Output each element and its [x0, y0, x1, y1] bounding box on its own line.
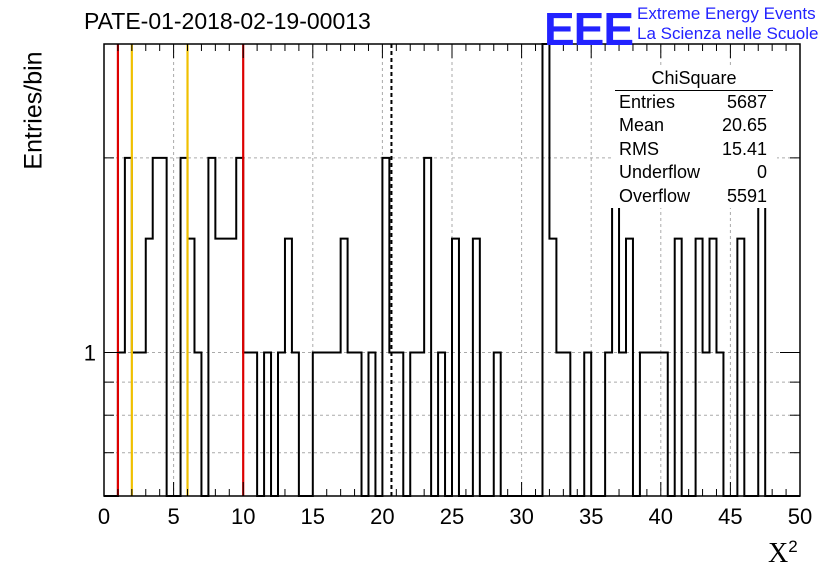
histogram-bin	[647, 353, 654, 496]
x-tick-label: 40	[649, 504, 673, 529]
logo-line-2: La Scienza nelle Scuole	[637, 24, 819, 43]
stats-box: ChiSquare Entries 5687 Mean 20.65 RMS 15.41…	[611, 66, 777, 209]
histogram-bin	[549, 239, 556, 496]
stats-value: 15.41	[721, 138, 767, 159]
histogram-bin	[327, 353, 334, 496]
histogram-bin	[417, 353, 424, 496]
x-tick-label: 45	[718, 504, 742, 529]
stats-value: 0	[756, 162, 767, 183]
histogram-bin	[563, 353, 570, 496]
histogram-bin	[285, 239, 292, 496]
histogram-bin	[758, 158, 765, 496]
histogram-bin	[654, 353, 661, 496]
histogram-bin	[153, 158, 160, 496]
y-axis-label: Entries/bin	[19, 51, 48, 170]
x-axis-label-base: X	[768, 538, 789, 569]
histogram-bin	[355, 353, 362, 496]
stats-value: 5687	[726, 92, 767, 112]
x-axis-label: X2	[768, 537, 798, 570]
histogram-bin	[208, 158, 215, 496]
histogram-bin	[229, 239, 236, 496]
histogram-bin	[348, 353, 355, 496]
histogram-bin	[334, 353, 341, 496]
stats-row-underflow: Underflow 0	[611, 161, 777, 184]
histogram-bin	[619, 353, 626, 496]
histogram-bin	[396, 353, 403, 496]
histogram-bin	[215, 239, 222, 496]
x-tick-label: 10	[231, 504, 255, 529]
histogram-bin	[473, 239, 480, 496]
histogram-bin	[341, 239, 348, 496]
stats-label: RMS	[619, 138, 659, 159]
histogram-bin	[410, 353, 417, 496]
stats-row-entries: Entries 5687	[611, 91, 777, 114]
histogram-bin	[452, 239, 459, 496]
histogram-bin	[146, 239, 153, 496]
histogram-bin	[389, 353, 396, 496]
stats-title: ChiSquare	[651, 68, 737, 88]
stats-row-mean: Mean 20.65	[611, 114, 777, 137]
x-tick-label: 5	[167, 504, 179, 529]
chart-title: PATE-01-2018-02-19-00013	[84, 8, 371, 34]
histogram-bin	[696, 239, 703, 496]
histogram-bin	[626, 239, 633, 496]
x-tick-label: 15	[301, 504, 325, 529]
axis-tick-labels: 0 5 10 15 20 25 30 35 40 45 50 1	[84, 341, 812, 529]
stats-label: Mean	[619, 115, 665, 136]
x-tick-label: 30	[509, 504, 533, 529]
stats-label: Entries	[619, 92, 676, 112]
eee-logo: EEE	[544, 3, 634, 55]
stats-row-rms: RMS 15.41	[611, 138, 777, 161]
histogram-bin	[584, 353, 591, 496]
histogram-bin	[716, 353, 723, 496]
stats-label: Overflow	[619, 185, 691, 206]
y-tick-label: 1	[84, 341, 96, 366]
histogram-bin	[250, 353, 257, 496]
histogram-bin	[424, 158, 431, 496]
marker-lines	[116, 44, 393, 496]
x-tick-label: 20	[370, 504, 394, 529]
histogram-bin	[661, 353, 668, 496]
histogram-outline	[104, 43, 800, 497]
x-axis-label-superscript: 2	[788, 537, 798, 556]
histogram-bin	[438, 353, 445, 496]
x-tick-label: 25	[440, 504, 464, 529]
stats-row-overflow: Overflow 5591	[611, 185, 777, 208]
axis-ticks	[103, 44, 801, 496]
histogram-bin	[320, 353, 327, 496]
histogram-bars	[104, 43, 800, 497]
logo-line-1: Extreme Energy Events	[637, 4, 816, 23]
x-tick-label: 0	[98, 504, 110, 529]
histogram-bin	[612, 158, 619, 496]
histogram-bin	[368, 353, 375, 496]
histogram-bin	[160, 158, 167, 496]
histogram-bin	[556, 353, 563, 496]
histogram-bin	[542, 44, 549, 496]
histogram-bin	[605, 353, 612, 496]
stats-divider	[615, 90, 773, 91]
histogram-bin	[640, 353, 647, 496]
histogram-bin	[382, 158, 389, 496]
histogram-bin	[278, 353, 285, 496]
histogram-bin	[710, 239, 717, 496]
histogram-bin	[313, 353, 320, 496]
x-tick-label: 50	[788, 504, 812, 529]
histogram-bin	[494, 353, 501, 496]
histogram-bin	[222, 239, 229, 496]
histogram-bin	[703, 353, 710, 496]
histogram-bin	[737, 239, 744, 496]
histogram-bin	[675, 239, 682, 496]
histogram-bin	[292, 353, 299, 496]
histogram-bin	[194, 353, 201, 496]
histogram-bin	[264, 353, 271, 496]
histogram-bin	[139, 353, 146, 496]
stats-value: 20.65	[721, 115, 767, 136]
stats-value: 5591	[726, 185, 767, 206]
stats-label: Underflow	[619, 162, 701, 183]
x-tick-label: 35	[579, 504, 603, 529]
